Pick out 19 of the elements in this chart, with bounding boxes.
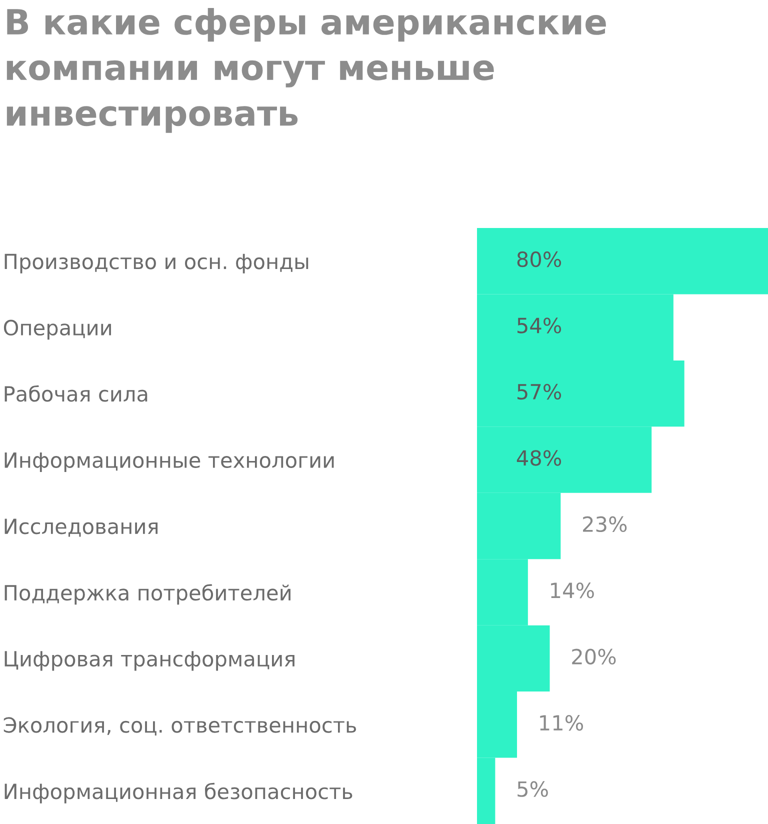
y-tick-label: Экология, соц. ответственность xyxy=(4,717,356,736)
y-tick-label: Цифровая трансформация xyxy=(4,651,294,671)
data-label: 54% xyxy=(517,318,562,334)
y-tick-label: Поддержка потребителей xyxy=(4,584,290,605)
data-label: 14% xyxy=(551,582,594,598)
data-label: 5% xyxy=(518,781,548,797)
y-tick-label: Рабочая сила xyxy=(4,385,148,402)
data-label: 20% xyxy=(572,648,616,664)
y-tick-label: Исследования xyxy=(4,518,158,537)
data-label: 23% xyxy=(583,516,627,532)
data-label: 48% xyxy=(516,450,562,466)
data-label: 11% xyxy=(540,714,583,731)
y-tick-label: Информационные технологии xyxy=(4,452,334,472)
data-label: 80% xyxy=(517,251,562,268)
y-tick-label: Информационная безопасность xyxy=(4,782,352,804)
data-label: 57% xyxy=(517,384,562,400)
y-tick-label: Операции xyxy=(4,320,111,340)
y-tick-label: Производство и осн. фонды xyxy=(4,254,308,274)
chart-title: В какие сферы американские компании могут меньше инвестировать xyxy=(6,8,606,133)
